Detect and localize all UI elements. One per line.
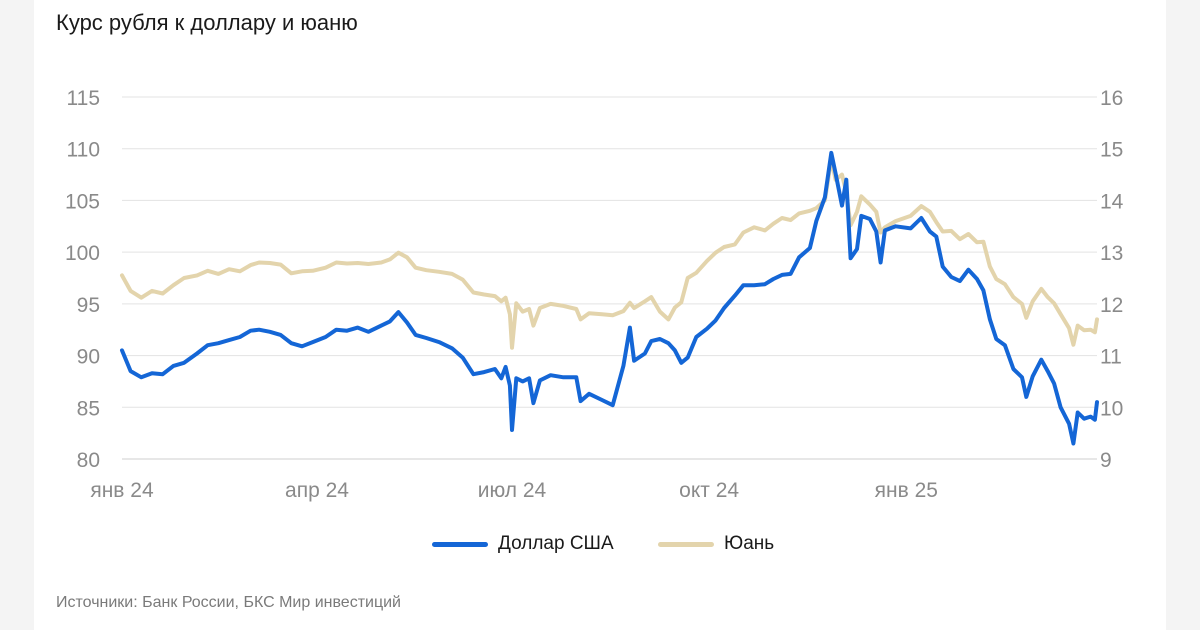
x-axis-ticks: янв 24 апр 24 июл 24 окт 24 янв 25 bbox=[90, 479, 938, 502]
x-tick-label: янв 24 bbox=[90, 479, 154, 502]
y-right-tick-label: 11 bbox=[1100, 346, 1122, 369]
y-left-tick-label: 90 bbox=[77, 346, 100, 369]
chart-title: Курс рубля к доллару и юаню bbox=[56, 10, 358, 35]
series-lines bbox=[120, 150, 1099, 446]
y-left-tick-label: 85 bbox=[77, 397, 100, 420]
legend-item-usd[interactable]: Доллар США bbox=[432, 524, 614, 564]
legend-swatch-cny bbox=[658, 541, 714, 547]
legend-swatch-usd bbox=[432, 541, 488, 547]
left-axis-ticks: 115 110 105 100 95 90 85 80 bbox=[65, 87, 100, 472]
right-axis-ticks: 16 15 14 13 12 11 10 9 bbox=[1100, 87, 1124, 472]
legend-label-cny: Юань bbox=[724, 533, 775, 554]
y-left-tick-label: 95 bbox=[77, 294, 100, 317]
series-line-usd bbox=[120, 150, 1099, 446]
legend: Доллар США Юань bbox=[0, 524, 1200, 564]
grid-lines bbox=[122, 96, 1097, 460]
y-right-tick-label: 16 bbox=[1100, 87, 1123, 110]
y-right-tick-label: 15 bbox=[1100, 139, 1123, 162]
y-left-tick-label: 115 bbox=[67, 87, 100, 110]
legend-item-cny[interactable]: Юань bbox=[658, 524, 774, 564]
series-line-cny bbox=[120, 157, 1099, 350]
x-tick-label: июл 24 bbox=[478, 479, 547, 502]
x-tick-label: апр 24 bbox=[285, 479, 349, 502]
y-right-tick-label: 9 bbox=[1100, 449, 1112, 472]
y-right-tick-label: 12 bbox=[1100, 294, 1123, 317]
y-right-tick-label: 14 bbox=[1100, 190, 1124, 213]
y-right-tick-label: 10 bbox=[1100, 397, 1123, 420]
y-left-tick-label: 110 bbox=[67, 139, 100, 162]
y-left-tick-label: 105 bbox=[65, 190, 100, 213]
legend-label-usd: Доллар США bbox=[498, 533, 614, 554]
x-tick-label: окт 24 bbox=[679, 479, 739, 502]
x-tick-label: янв 25 bbox=[875, 479, 938, 502]
y-left-tick-label: 100 bbox=[65, 242, 100, 265]
source-note: Источники: Банк России, БКС Мир инвестиц… bbox=[56, 594, 401, 611]
y-right-tick-label: 13 bbox=[1100, 242, 1123, 265]
y-left-tick-label: 80 bbox=[77, 449, 100, 472]
